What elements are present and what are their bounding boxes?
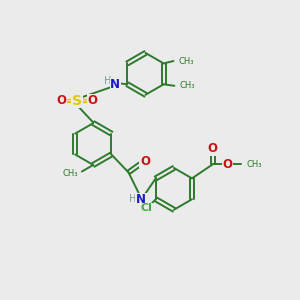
Text: CH₃: CH₃ (247, 160, 262, 169)
Text: Cl: Cl (141, 203, 153, 213)
Text: CH₃: CH₃ (62, 169, 78, 178)
Text: O: O (223, 158, 232, 171)
Text: O: O (208, 142, 218, 155)
Text: CH₃: CH₃ (180, 81, 195, 90)
Text: H: H (103, 76, 111, 86)
Text: N: N (110, 78, 120, 92)
Text: H: H (129, 194, 136, 204)
Text: O: O (87, 94, 98, 107)
Text: O: O (140, 154, 150, 167)
Text: N: N (136, 194, 146, 206)
Text: CH₃: CH₃ (179, 56, 194, 65)
Text: O: O (56, 94, 66, 107)
Text: S: S (72, 94, 82, 108)
